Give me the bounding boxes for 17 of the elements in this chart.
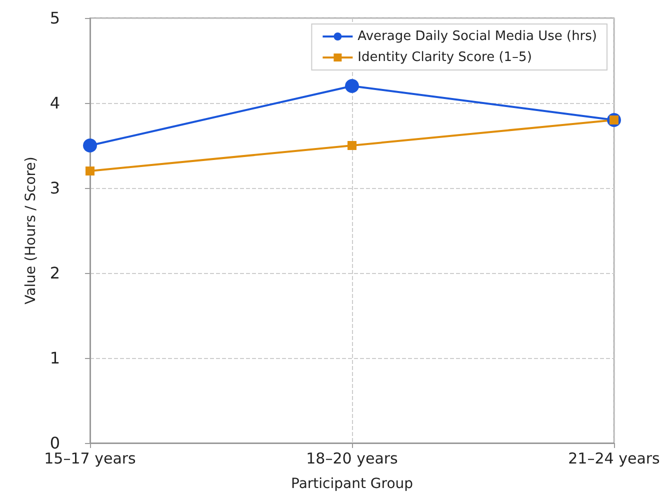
- y-tick-label: 4: [50, 94, 60, 112]
- x-tick-label: 21–24 years: [568, 450, 660, 468]
- x-axis-title: Participant Group: [290, 476, 414, 492]
- point: [348, 141, 356, 150]
- y-tick-label: 5: [50, 8, 60, 28]
- y-tick-label: 1: [50, 348, 60, 368]
- y-tick-label: 3: [50, 178, 60, 198]
- y-tick-label: 2: [50, 264, 60, 282]
- y-tick-label: 0: [50, 434, 60, 452]
- point: [86, 166, 94, 176]
- point: [345, 79, 359, 93]
- point: [83, 138, 97, 152]
- x-tick-label: 15–17 years: [44, 450, 136, 468]
- y-axis-title: Value (Hours / Score): [23, 156, 39, 304]
- x-tick-label: 18–20 years: [306, 450, 398, 468]
- legend-label: Identity Clarity Score (1–5): [358, 50, 532, 65]
- legend-label: Average Daily Social Media Use (hrs): [358, 29, 598, 44]
